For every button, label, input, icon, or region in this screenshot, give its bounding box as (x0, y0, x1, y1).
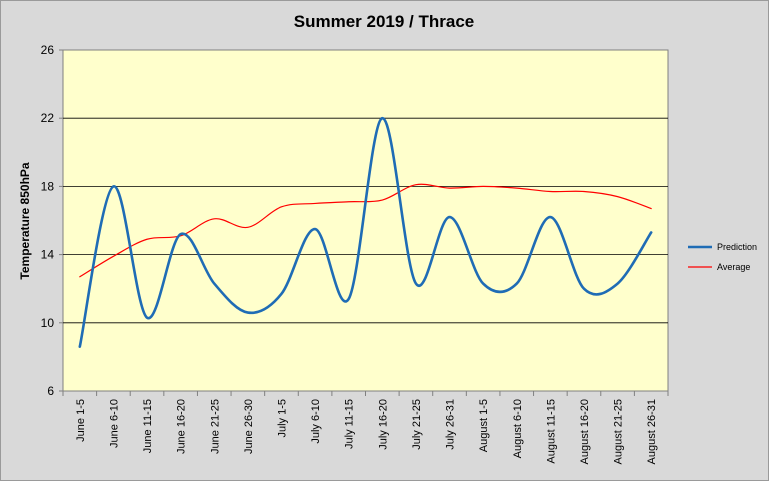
gridlines (63, 117, 668, 324)
x-tick-label: July 1-5 (276, 399, 288, 438)
legend-label-prediction: Prediction (717, 242, 757, 252)
x-tick-label: June 16-20 (176, 399, 188, 454)
x-tick-label: July 21-25 (411, 399, 423, 450)
x-axis: June 1-5 June 6-10 June 11-15 June 16-20 Jun… (62, 391, 669, 464)
x-tick-label: June 1-5 (75, 399, 87, 442)
x-tick-label: July 26-31 (445, 399, 457, 450)
plot-area (62, 49, 669, 392)
x-tick-label: June 11-15 (142, 399, 154, 453)
x-tick-label: July 6-10 (310, 399, 322, 444)
x-tick-label: August 6-10 (512, 399, 524, 458)
legend: Prediction Average (688, 242, 757, 272)
y-tick-label: 10 (41, 316, 55, 330)
y-axis-label: Temperature 850hPa (18, 162, 32, 279)
y-tick-label: 22 (41, 111, 55, 125)
x-tick-label: June 21-25 (209, 399, 221, 454)
x-tick-label: June 6-10 (108, 399, 120, 448)
y-tick-label: 14 (41, 248, 55, 262)
series-group (78, 116, 653, 348)
series-line-prediction (78, 116, 653, 348)
y-tick-label: 18 (41, 179, 55, 193)
x-tick-label: August 1-5 (478, 399, 490, 452)
chart-title: Summer 2019 / Thrace (294, 12, 474, 31)
x-tick-label: August 16-20 (579, 399, 591, 464)
y-tick-label: 6 (47, 384, 54, 398)
legend-label-average: Average (717, 262, 750, 272)
x-tick-label: July 16-20 (377, 399, 389, 450)
y-tick-label: 26 (41, 43, 55, 57)
y-axis: 6 10 14 18 22 26 (41, 43, 63, 398)
x-tick-label: June 26-30 (243, 399, 255, 454)
x-tick-label: August 11-15 (545, 399, 557, 464)
x-tick-label: July 11-15 (344, 399, 356, 449)
x-tick-label: August 26-31 (646, 399, 658, 464)
x-tick-label: August 21-25 (613, 399, 625, 464)
